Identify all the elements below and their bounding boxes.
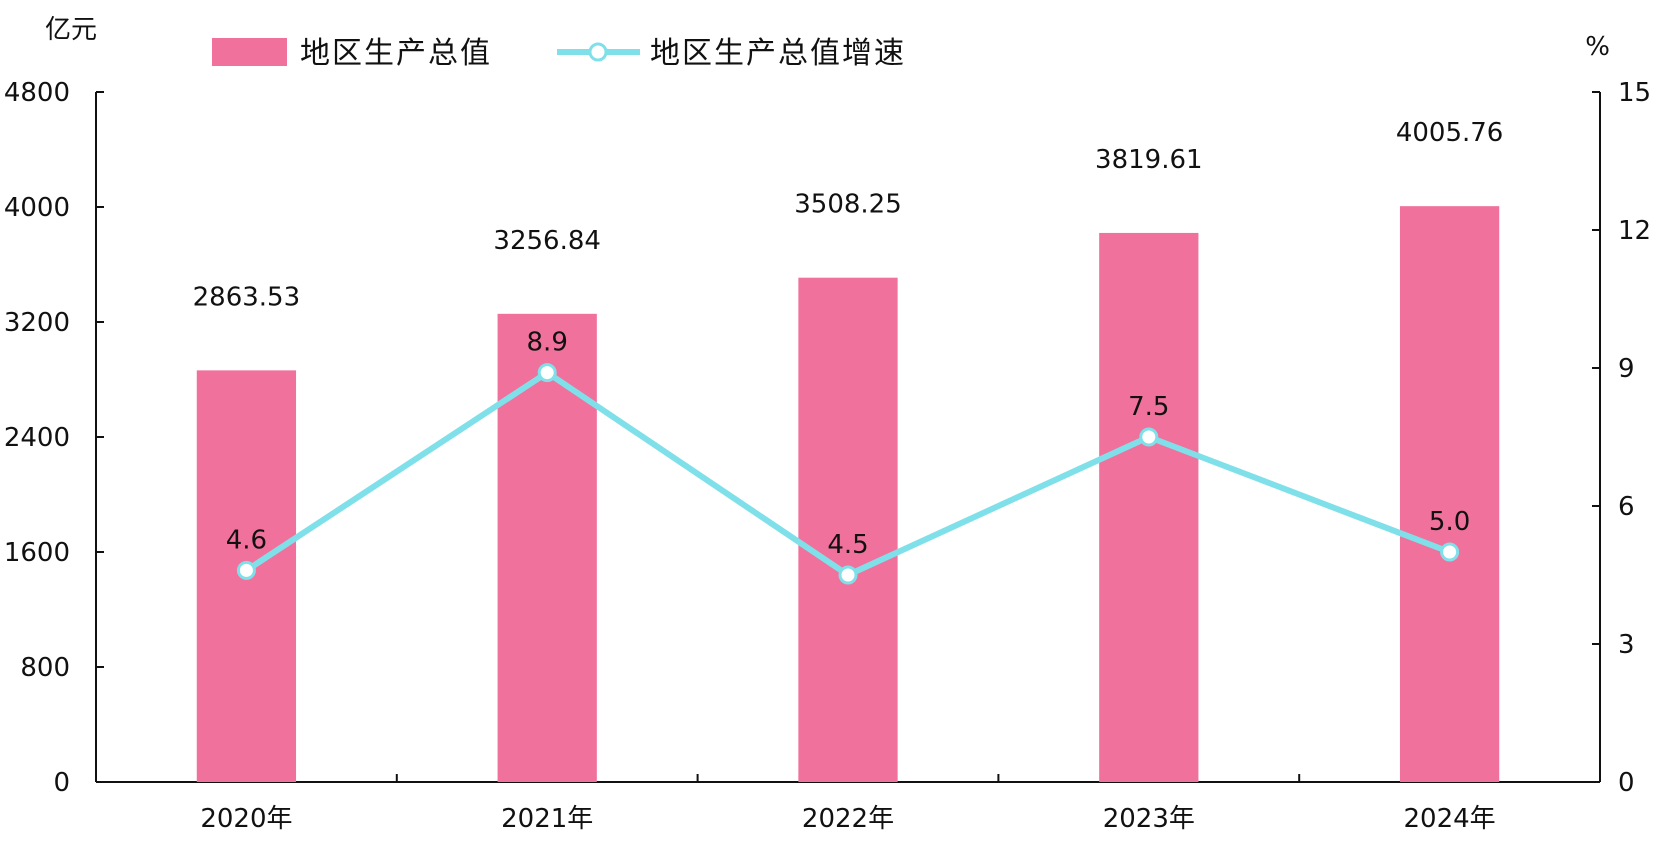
bar-value-label: 4005.76 (1396, 118, 1504, 148)
bar-value-labels: 2863.53 3256.84 3508.25 3819.61 4005.76 (193, 118, 1504, 312)
left-tick-label: 4800 (4, 78, 70, 108)
line-point (537, 363, 557, 383)
bar-value-label: 3508.25 (794, 190, 902, 220)
x-axis-ticks: 2020年 2021年 2022年 2023年 2024年 (200, 774, 1496, 834)
line-value-label: 5.0 (1429, 507, 1470, 537)
left-axis-unit: 亿元 (45, 15, 97, 45)
bar (1399, 206, 1500, 782)
right-axis-unit: % (1585, 32, 1610, 62)
left-tick-label: 0 (53, 768, 70, 798)
right-tick-label: 6 (1618, 492, 1635, 522)
left-tick-label: 2400 (4, 423, 70, 453)
line-point (1139, 427, 1159, 447)
bar-value-label: 3819.61 (1095, 145, 1203, 175)
x-tick-label: 2023年 (1103, 804, 1195, 834)
left-tick-label: 4000 (4, 193, 70, 223)
legend-line-marker (588, 42, 608, 62)
x-tick-label: 2024年 (1404, 804, 1496, 834)
right-axis-ticks: 0 3 6 9 12 15 (1592, 78, 1651, 798)
bar-series (196, 206, 1500, 783)
line-value-label: 4.6 (226, 525, 267, 555)
right-tick-label: 15 (1618, 78, 1651, 108)
x-tick-label: 2021年 (501, 804, 593, 834)
legend-line-label: 地区生产总值增速 (650, 36, 906, 71)
legend-bar-label: 地区生产总值 (300, 36, 492, 71)
right-tick-label: 3 (1618, 630, 1635, 660)
x-tick-label: 2020年 (200, 804, 292, 834)
bar-value-label: 3256.84 (493, 226, 601, 256)
legend-bar-swatch (212, 38, 287, 66)
bar (1099, 232, 1199, 783)
line-value-labels: 4.6 8.9 4.5 7.5 5.0 (226, 328, 1471, 560)
line-point (838, 565, 858, 585)
left-tick-label: 800 (20, 653, 70, 683)
right-tick-label: 9 (1618, 354, 1635, 384)
legend: 地区生产总值 地区生产总值增速 (212, 36, 906, 71)
bar-value-label: 2863.53 (193, 282, 301, 312)
left-tick-label: 1600 (4, 538, 70, 568)
bar (798, 277, 898, 782)
right-tick-label: 12 (1618, 216, 1651, 246)
line-point (236, 560, 256, 580)
line-value-label: 8.9 (527, 328, 568, 358)
line-value-label: 7.5 (1128, 392, 1169, 422)
line-series (236, 363, 1460, 585)
left-tick-label: 3200 (4, 308, 70, 338)
line-value-label: 4.5 (827, 530, 868, 560)
right-tick-label: 0 (1618, 768, 1635, 798)
x-tick-label: 2022年 (802, 804, 894, 834)
bar (497, 313, 597, 782)
left-axis-ticks: 0 800 1600 2400 3200 4000 4800 (4, 78, 104, 798)
line-point (1440, 542, 1460, 562)
